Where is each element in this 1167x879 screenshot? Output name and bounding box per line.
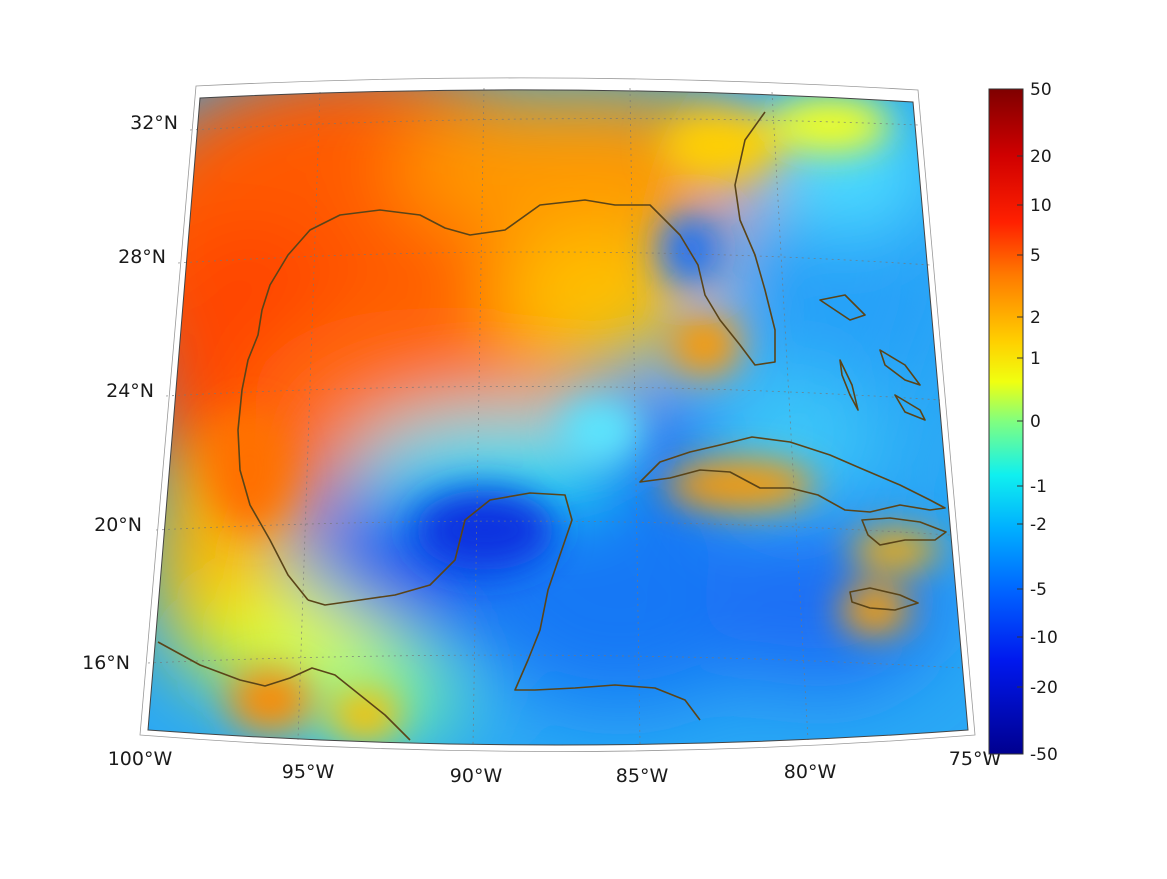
colorbar-tick-label: -20 — [1030, 678, 1058, 698]
colorbar-tick-label: -10 — [1030, 628, 1058, 648]
lon-label-95: 95°W — [282, 761, 335, 783]
colorbar-tick-label: 20 — [1030, 147, 1052, 167]
lat-label-24: 24°N — [106, 380, 154, 402]
coastlines — [157, 111, 947, 741]
central-america-coastline — [157, 641, 411, 741]
yucatan-coastline — [307, 492, 701, 721]
hispaniola-coastline — [861, 517, 947, 546]
longitude-labels: 100°W 95°W 90°W 85°W 80°W 75°W — [108, 748, 1002, 787]
bahamas-coastline — [819, 294, 926, 421]
lat-label-16: 16°N — [82, 652, 130, 674]
colorbar-tick-label: 1 — [1030, 349, 1041, 369]
colorbar-tick-label: 0 — [1030, 412, 1041, 432]
lat-label-20: 20°N — [94, 514, 142, 536]
lat-label-28: 28°N — [118, 246, 166, 268]
jamaica-coastline — [849, 587, 919, 611]
lon-label-80: 80°W — [784, 761, 837, 783]
colorbar-tick-label: 10 — [1030, 196, 1052, 216]
data-field — [148, 89, 968, 745]
colorbar-tick-label: -2 — [1030, 515, 1047, 535]
latitude-labels: 32°N 28°N 24°N 20°N 16°N — [82, 112, 178, 674]
colorbar-tick-label: 50 — [1030, 80, 1052, 100]
lon-label-85: 85°W — [616, 765, 669, 787]
lon-label-75: 75°W — [949, 748, 1002, 770]
colorbar-tick-label: -50 — [1030, 745, 1058, 765]
colorbar-tick-label: -1 — [1030, 477, 1047, 497]
lon-label-100: 100°W — [108, 748, 173, 770]
cuba-coastline — [639, 436, 946, 513]
lon-label-90: 90°W — [450, 765, 503, 787]
colorbar-tick-label: 5 — [1030, 246, 1041, 266]
colorbar-tick-label: -5 — [1030, 580, 1047, 600]
map-frame — [147, 89, 969, 746]
colorbar-tick-label: 2 — [1030, 308, 1041, 328]
gulf-coast-coastline — [237, 111, 776, 601]
lat-label-32: 32°N — [130, 112, 178, 134]
